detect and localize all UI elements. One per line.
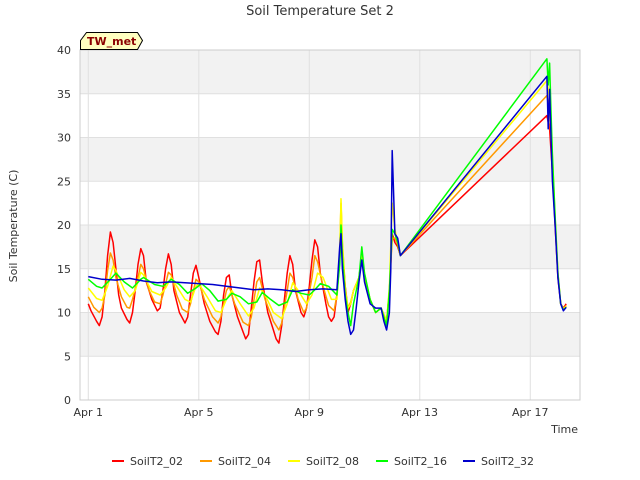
y-tick-label: 20	[57, 219, 71, 232]
y-tick-label: 0	[64, 394, 71, 407]
background-band	[80, 50, 580, 94]
plot-frame	[79, 49, 581, 401]
legend-label: SoilT2_16	[394, 455, 447, 468]
background-band	[80, 356, 580, 400]
legend-label: SoilT2_04	[218, 455, 271, 468]
y-tick-label: 40	[57, 44, 71, 57]
x-axis: Apr 1 Apr 5 Apr 9 Apr 13 Apr 17	[74, 406, 549, 419]
legend-label: SoilT2_08	[306, 455, 359, 468]
badge: TW_met	[80, 32, 144, 50]
legend-item: SoilT2_08	[288, 455, 359, 468]
background-bands	[80, 50, 580, 400]
background-band	[80, 93, 580, 138]
y-axis-title: Soil Temperature (C)	[7, 170, 20, 283]
legend-label: SoilT2_02	[130, 455, 183, 468]
legend-label: SoilT2_32	[481, 455, 534, 468]
legend-item: SoilT2_02	[112, 455, 183, 468]
series-layer	[87, 58, 567, 344]
y-tick-label: 35	[57, 88, 71, 101]
series-line-soilt2-32	[88, 75, 567, 336]
y-tick-label: 5	[64, 350, 71, 363]
badge-shape	[80, 32, 144, 50]
x-tick-label: Apr 17	[512, 406, 549, 419]
y-axis: 0 5 10 15 20 25 30 35 40	[57, 44, 71, 407]
x-axis-title: Time	[550, 423, 578, 436]
legend-item: SoilT2_32	[463, 455, 534, 468]
x-tick-label: Apr 1	[74, 406, 104, 419]
y-tick-label: 15	[57, 263, 71, 276]
legend-item: SoilT2_16	[376, 455, 447, 468]
background-band	[80, 137, 580, 182]
badge-label: TW_met	[87, 35, 136, 48]
x-tick-label: Apr 5	[184, 406, 214, 419]
chart-title: Soil Temperature Set 2	[246, 4, 394, 19]
y-tick-label: 25	[57, 175, 71, 188]
background-band	[80, 225, 580, 269]
y-tick-label: 30	[57, 132, 71, 145]
y-tick-label: 10	[57, 307, 71, 320]
x-tick-label: Apr 13	[402, 406, 439, 419]
x-tick-label: Apr 9	[295, 406, 325, 419]
legend-item: SoilT2_04	[200, 455, 271, 468]
background-band	[80, 181, 580, 225]
legend: SoilT2_02 SoilT2_04 SoilT2_08 SoilT2_16 Soil…	[112, 455, 534, 468]
